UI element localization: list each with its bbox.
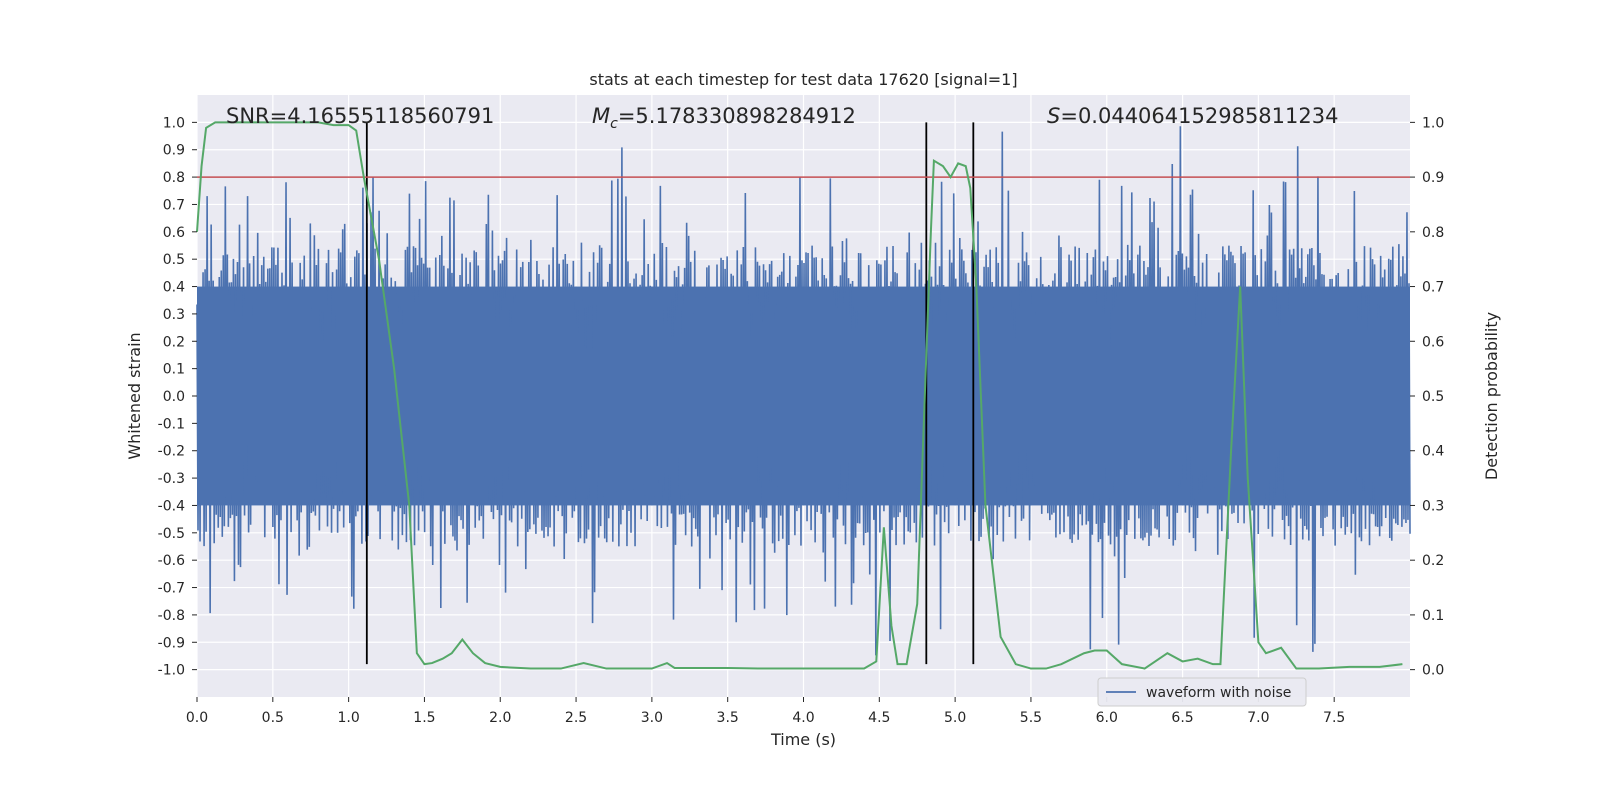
s-value: =0.044064152985811234 (1060, 104, 1338, 128)
x-tick-label: 3.5 (717, 710, 739, 726)
x-tick-label: 6.0 (1096, 710, 1118, 726)
y-left-axis-label: Whitened strain (125, 332, 144, 459)
y-left-tick-label: -0.4 (158, 498, 185, 514)
y-left-tick-label: -0.6 (158, 553, 185, 569)
x-tick-label: 2.0 (489, 710, 511, 726)
waveform-series (196, 126, 1411, 656)
x-tick-label: 4.0 (792, 710, 814, 726)
y-right-tick-label: 1.0 (1422, 115, 1444, 131)
y-left-tick-label: 0.6 (163, 225, 185, 241)
x-tick-label: 5.5 (1020, 710, 1042, 726)
y-right-tick-label: 0.3 (1422, 498, 1444, 514)
x-tick-label: 5.0 (944, 710, 966, 726)
y-left-tick-label: 0.9 (163, 143, 185, 159)
y-left-tick-label: -0.1 (158, 416, 185, 432)
waveform-line (196, 126, 1411, 656)
y-right-tick-label: 0.1 (1422, 608, 1444, 624)
x-tick-label: 6.5 (1171, 710, 1193, 726)
y-left-tick-label: 0.3 (163, 307, 185, 323)
x-tick-label: 2.5 (565, 710, 587, 726)
mc-subscript: c (610, 116, 618, 132)
y-left-tick-label: -0.3 (158, 471, 185, 487)
y-right-tick-label: 0.7 (1422, 280, 1444, 296)
y-left-tick-label: 0.8 (163, 170, 185, 186)
y-right-tick-label: 0.5 (1422, 389, 1444, 405)
y-right-tick-label: 0.8 (1422, 225, 1444, 241)
s-symbol: S (1047, 104, 1060, 128)
x-tick-label: 7.5 (1323, 710, 1345, 726)
mc-symbol: M (592, 104, 610, 128)
y-left-tick-label: 0.0 (163, 389, 185, 405)
y-left-tick-label: -0.5 (158, 526, 185, 542)
snr-annotation: SNR=4.16555118560791 (226, 104, 494, 128)
y-right-tick-label: 0.0 (1422, 663, 1444, 679)
x-tick-label: 0.0 (186, 710, 208, 726)
y-right-tick-label: 0.9 (1422, 170, 1444, 186)
x-axis-label: Time (s) (770, 730, 836, 749)
s-annotation: S=0.044064152985811234 (1047, 104, 1338, 128)
y-left-tick-label: 0.2 (163, 334, 185, 350)
vertical-markers (365, 122, 975, 665)
chirp-mass-annotation: Mc=5.178330898284912 (592, 104, 856, 132)
y-left-tick-label: 0.5 (163, 252, 185, 268)
y-right-axis-label: Detection probability (1482, 312, 1501, 480)
y-left-tick-label: 0.4 (163, 280, 185, 296)
x-tick-label: 1.5 (413, 710, 435, 726)
y-left-tick-label: -0.8 (158, 608, 185, 624)
chart-title: stats at each timestep for test data 176… (589, 70, 1017, 89)
y-left-tick-label: 0.7 (163, 197, 185, 213)
legend: waveform with noise (1097, 677, 1307, 707)
y-right-tick-label: 0.2 (1422, 553, 1444, 569)
x-tick-label: 1.0 (337, 710, 359, 726)
probability-line (196, 121, 1403, 670)
x-tick-label: 0.5 (262, 710, 284, 726)
y-left-tick-label: -0.9 (158, 635, 185, 651)
x-axis-ticks: 0.0 0.5 1.0 1.5 2.0 2.5 3.0 3.5 4.0 4.5 5.0 5.5 6.0 6… (186, 697, 1345, 726)
y-left-tick-label: -0.2 (158, 444, 185, 460)
legend-box (1097, 677, 1307, 707)
mc-value: =5.178330898284912 (618, 104, 856, 128)
x-tick-label: 7.0 (1247, 710, 1269, 726)
y-left-tick-label: 0.1 (163, 362, 185, 378)
y-left-tick-label: -0.7 (158, 581, 185, 597)
y-left-tick-label: 1.0 (163, 115, 185, 131)
y-left-tick-label: -1.0 (158, 663, 185, 679)
y-right-tick-label: 0.4 (1422, 444, 1444, 460)
x-tick-label: 4.5 (868, 710, 890, 726)
legend-label: waveform with noise (1146, 685, 1291, 701)
x-tick-label: 3.0 (641, 710, 663, 726)
y-left-axis-ticks: 1.0 0.9 0.8 0.7 0.6 0.5 0.4 0.3 0.2 0.1 0.0 -0.1 -0.… (158, 115, 197, 679)
y-right-axis-ticks: 1.0 0.9 0.8 0.7 0.6 0.5 0.4 0.3 0.2 0.1 0.0 (1410, 115, 1444, 679)
y-right-tick-label: 0.6 (1422, 334, 1444, 350)
